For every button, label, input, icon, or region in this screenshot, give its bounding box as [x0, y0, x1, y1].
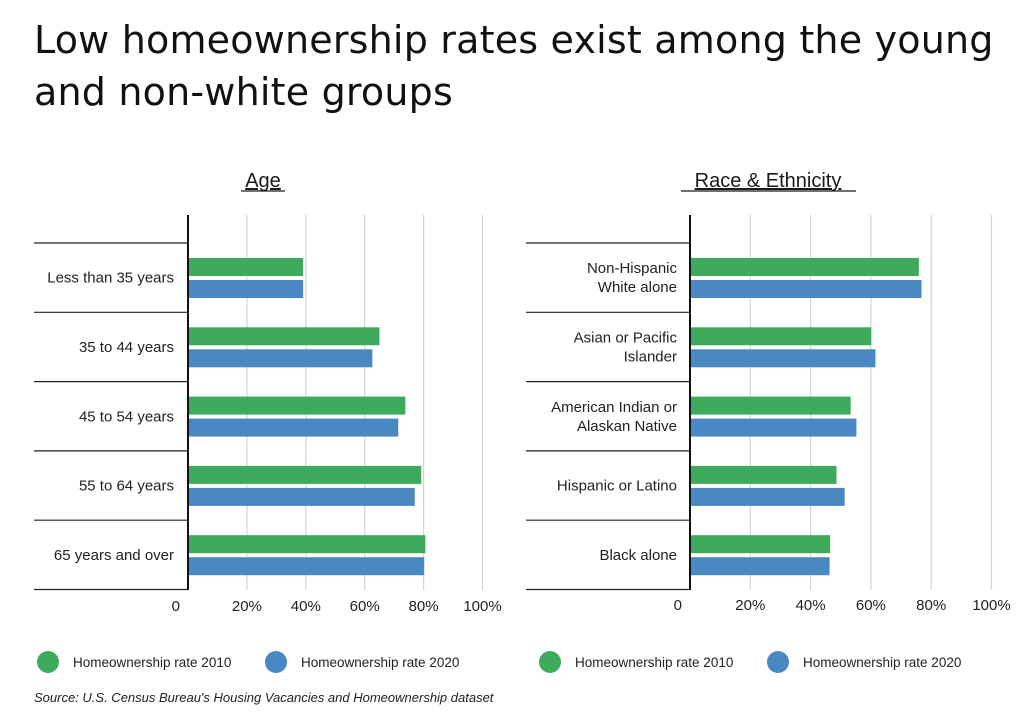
bar — [691, 280, 922, 298]
category-label: Non-Hispanic White alone — [587, 260, 678, 296]
category-label: 55 to 64 years — [79, 478, 174, 495]
panel-title: Race & Ethnicity — [695, 170, 842, 192]
bar — [189, 396, 406, 415]
bar — [691, 327, 872, 346]
tick-label: 40% — [796, 597, 826, 614]
tick-label: 20% — [735, 597, 765, 614]
category-label: Less than 35 years — [47, 270, 174, 287]
bar — [691, 557, 830, 576]
legend-label: Homeownership rate 2010 — [73, 655, 231, 670]
bar — [691, 258, 919, 276]
legend-label: Homeownership rate 2010 — [575, 655, 733, 670]
legend-swatch — [767, 651, 789, 673]
category-label: 35 to 44 years — [79, 339, 174, 356]
legend-swatch — [265, 651, 287, 673]
tick-label: 100% — [463, 598, 501, 615]
bar — [189, 418, 399, 437]
category-label: 45 to 54 years — [79, 408, 174, 425]
bar — [691, 487, 845, 506]
bar — [189, 327, 380, 346]
chart-title: Low homeownership rates exist among the … — [34, 18, 994, 114]
bar — [691, 396, 851, 415]
category-label: Black alone — [599, 547, 677, 564]
bar — [189, 557, 425, 576]
bar — [189, 258, 304, 276]
tick-label: 20% — [232, 598, 262, 615]
category-label: Asian or Pacific Islander — [574, 329, 678, 365]
bar — [189, 280, 304, 298]
legend-label: Homeownership rate 2020 — [803, 655, 961, 670]
bar — [691, 349, 876, 368]
category-label: American Indian or Alaskan Native — [551, 399, 677, 435]
bar — [189, 349, 373, 368]
tick-label: 40% — [291, 598, 321, 615]
tick-label: 100% — [972, 597, 1010, 614]
tick-label: 80% — [916, 597, 946, 614]
bar — [691, 418, 857, 437]
category-label: 65 years and over — [54, 547, 174, 564]
bar — [189, 535, 426, 554]
legend-swatch — [539, 651, 561, 673]
bar — [189, 487, 415, 506]
bar — [189, 465, 422, 484]
bar — [691, 535, 831, 554]
panel-title: Age — [245, 170, 281, 192]
tick-label: 60% — [350, 598, 380, 615]
tick-label: 0 — [674, 597, 682, 614]
bar — [691, 465, 837, 484]
legend-swatch — [37, 651, 59, 673]
legend-label: Homeownership rate 2020 — [301, 655, 459, 670]
tick-label: 80% — [409, 598, 439, 615]
tick-label: 0 — [172, 598, 180, 615]
tick-label: 60% — [856, 597, 886, 614]
source-note: Source: U.S. Census Bureau's Housing Vac… — [34, 690, 494, 705]
category-label: Hispanic or Latino — [557, 478, 677, 495]
